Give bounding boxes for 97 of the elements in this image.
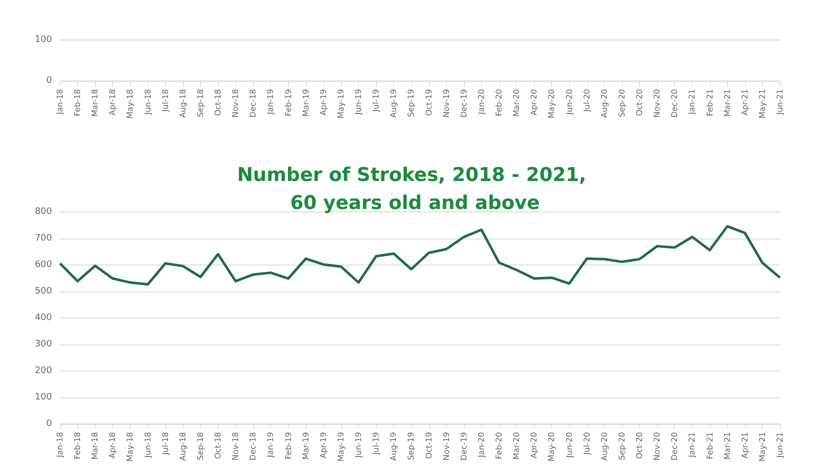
x-tick-label: Mar-19 xyxy=(301,432,310,460)
x-tick-label: Jan-19 xyxy=(266,432,276,458)
x-tick-label: Aug-18 xyxy=(178,89,188,118)
x-tick-label: Jan-20 xyxy=(476,432,486,458)
x-tick-label: Jan-21 xyxy=(688,432,697,458)
x-tick-label: Oct-20 xyxy=(635,432,644,459)
x-tick-label: May-19 xyxy=(336,432,346,462)
x-tick-label: Jan-21 xyxy=(688,89,697,116)
x-tick-label: Apr-21 xyxy=(740,432,750,458)
x-tick-label: May-18 xyxy=(126,432,135,462)
x-tick-label: Mar-21 xyxy=(722,432,732,460)
x-tick-label: Aug-19 xyxy=(389,432,398,461)
x-tick-label: Mar-19 xyxy=(301,89,310,117)
x-tick-label: Dec-20 xyxy=(670,89,680,118)
x-tick-label: Mar-21 xyxy=(722,89,732,117)
y-tick-label: 100 xyxy=(34,392,52,402)
x-tick-label: Sep-18 xyxy=(196,432,205,460)
y-tick-label: 100 xyxy=(34,35,52,45)
x-tick-label: Nov-18 xyxy=(231,432,240,460)
x-tick-label: Feb-19 xyxy=(284,432,293,460)
x-tick-label: May-21 xyxy=(758,432,767,462)
x-tick-label: Aug-18 xyxy=(178,432,188,461)
x-tick-label: Oct-20 xyxy=(635,89,644,116)
x-tick-label: Jun-19 xyxy=(354,89,364,116)
x-tick-label: Jul-19 xyxy=(372,89,381,113)
x-tick-label: Feb-21 xyxy=(705,89,714,116)
chart-title: Number of Strokes, 2018 - 2021, 60 years old and above xyxy=(237,164,593,214)
x-tick-label: Oct-19 xyxy=(424,432,434,459)
x-tick-label: Mar-20 xyxy=(512,89,522,117)
x-tick-label: Apr-20 xyxy=(530,89,539,116)
x-tick-label: Jul-18 xyxy=(160,89,170,113)
x-tick-label: Jul-19 xyxy=(372,432,381,456)
x-tick-label: Sep-20 xyxy=(617,432,626,460)
x-tick-label: Apr-19 xyxy=(318,432,328,458)
x-tick-label: May-21 xyxy=(758,89,767,118)
x-tick-label: Jun-21 xyxy=(776,432,784,459)
x-tick-label: Apr-19 xyxy=(318,89,328,116)
x-tick-label: Aug-20 xyxy=(600,89,609,118)
x-tick-label: Feb-20 xyxy=(494,89,504,116)
x-tick-label: Jun-20 xyxy=(564,89,574,116)
x-tick-label: Apr-18 xyxy=(108,432,118,458)
x-tick-label: Jan-18 xyxy=(56,432,64,458)
x-tick-label: Sep-19 xyxy=(406,89,416,118)
x-tick-label: Oct-19 xyxy=(424,89,434,116)
x-tick-label: Jul-20 xyxy=(582,432,592,456)
x-tick-label: Jun-21 xyxy=(776,89,784,116)
x-tick-label: Nov-19 xyxy=(442,432,451,460)
x-tick-label: Apr-18 xyxy=(108,89,118,116)
x-tick-label: Mar-18 xyxy=(90,89,100,117)
x-tick-label: Nov-18 xyxy=(231,89,240,118)
x-tick-label: Jun-20 xyxy=(564,432,574,459)
line-series xyxy=(58,225,782,286)
x-tick-label: May-19 xyxy=(336,89,346,118)
x-tick-label: Feb-18 xyxy=(73,89,82,116)
x-tick-label: May-18 xyxy=(126,89,135,118)
x-tick-label: Oct-18 xyxy=(214,89,223,116)
y-tick-label: 0 xyxy=(46,76,52,86)
y-tick-label: 0 xyxy=(46,419,52,429)
x-tick-label: Dec-18 xyxy=(248,89,258,118)
x-tick-label: Jun-18 xyxy=(143,432,152,459)
y-tick-label: 700 xyxy=(34,234,52,244)
x-tick-label: Feb-18 xyxy=(73,432,82,460)
x-tick-label: Aug-20 xyxy=(600,432,609,461)
y-tick-label: 400 xyxy=(34,313,52,323)
x-tick-label: Jun-19 xyxy=(354,432,364,459)
x-tick-label: Sep-19 xyxy=(406,432,416,460)
y-tick-label: 600 xyxy=(34,260,52,270)
x-tick-label: May-20 xyxy=(547,89,556,118)
x-tick-label: Jan-19 xyxy=(266,89,276,116)
x-tick-label: Nov-20 xyxy=(652,432,662,460)
x-tick-label: May-20 xyxy=(547,432,556,462)
y-tick-label: 800 xyxy=(34,207,52,217)
y-tick-label: 500 xyxy=(34,286,52,296)
x-tick-label: Feb-21 xyxy=(705,432,714,460)
x-tick-label: Sep-20 xyxy=(617,89,626,118)
x-tick-label: Sep-18 xyxy=(196,89,205,118)
x-tick-label: Aug-19 xyxy=(389,89,398,118)
x-tick-label: Dec-18 xyxy=(248,432,258,461)
x-tick-label: Apr-21 xyxy=(740,89,750,116)
x-tick-label: Dec-19 xyxy=(459,89,468,118)
x-tick-label: Jul-18 xyxy=(160,432,170,456)
x-tick-label: Apr-20 xyxy=(530,432,539,458)
x-tick-label: Nov-19 xyxy=(442,89,451,118)
x-tick-label: Feb-20 xyxy=(494,432,504,460)
x-tick-label: Nov-20 xyxy=(652,89,662,118)
y-tick-label: 200 xyxy=(34,366,52,376)
y-tick-label: 300 xyxy=(34,340,52,350)
x-tick-label: Oct-18 xyxy=(214,432,223,459)
x-tick-label: Dec-20 xyxy=(670,432,680,461)
x-tick-label: Dec-19 xyxy=(459,432,468,461)
x-tick-label: Jul-20 xyxy=(582,89,592,113)
x-tick-label: Jun-18 xyxy=(143,89,152,116)
x-tick-label: Mar-20 xyxy=(512,432,522,460)
x-tick-label: Jan-20 xyxy=(476,89,486,116)
x-tick-label: Feb-19 xyxy=(284,89,293,116)
x-tick-label: Jan-18 xyxy=(56,89,64,116)
x-tick-label: Mar-18 xyxy=(90,432,100,460)
